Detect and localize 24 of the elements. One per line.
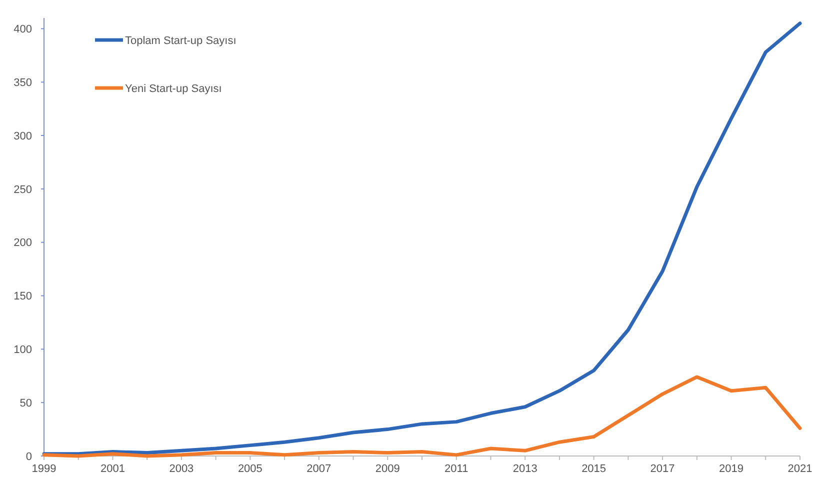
y-tick-label: 100 xyxy=(14,344,32,356)
y-tick-label: 300 xyxy=(14,130,32,142)
y-tick-label: 250 xyxy=(14,184,32,196)
y-tick-label: 50 xyxy=(20,397,32,410)
x-tick-label: 2013 xyxy=(512,463,538,475)
y-tick-label: 400 xyxy=(14,24,32,36)
legend-label: Yeni Start-up Sayısı xyxy=(125,82,222,95)
x-tick-label: 2001 xyxy=(100,463,125,475)
y-tick-label: 150 xyxy=(14,290,32,303)
x-tick-label: 2009 xyxy=(375,463,400,475)
x-tick-label: 1999 xyxy=(32,463,56,475)
y-tick-label: 350 xyxy=(14,76,32,89)
x-tick-label: 2003 xyxy=(169,463,194,475)
x-tick-label: 2015 xyxy=(582,463,606,475)
y-tick-label: 200 xyxy=(14,237,32,250)
legend-label: Toplam Start-up Sayısı xyxy=(125,34,236,47)
x-tick-label: 2007 xyxy=(306,463,332,475)
x-tick-label: 2017 xyxy=(650,463,675,475)
x-tick-label: 2021 xyxy=(788,463,812,475)
y-tick-label: 0 xyxy=(26,450,32,463)
x-tick-label: 2005 xyxy=(238,463,262,475)
x-tick-label: 2011 xyxy=(444,463,468,475)
x-tick-label: 2019 xyxy=(719,463,744,475)
line-series xyxy=(42,375,802,458)
